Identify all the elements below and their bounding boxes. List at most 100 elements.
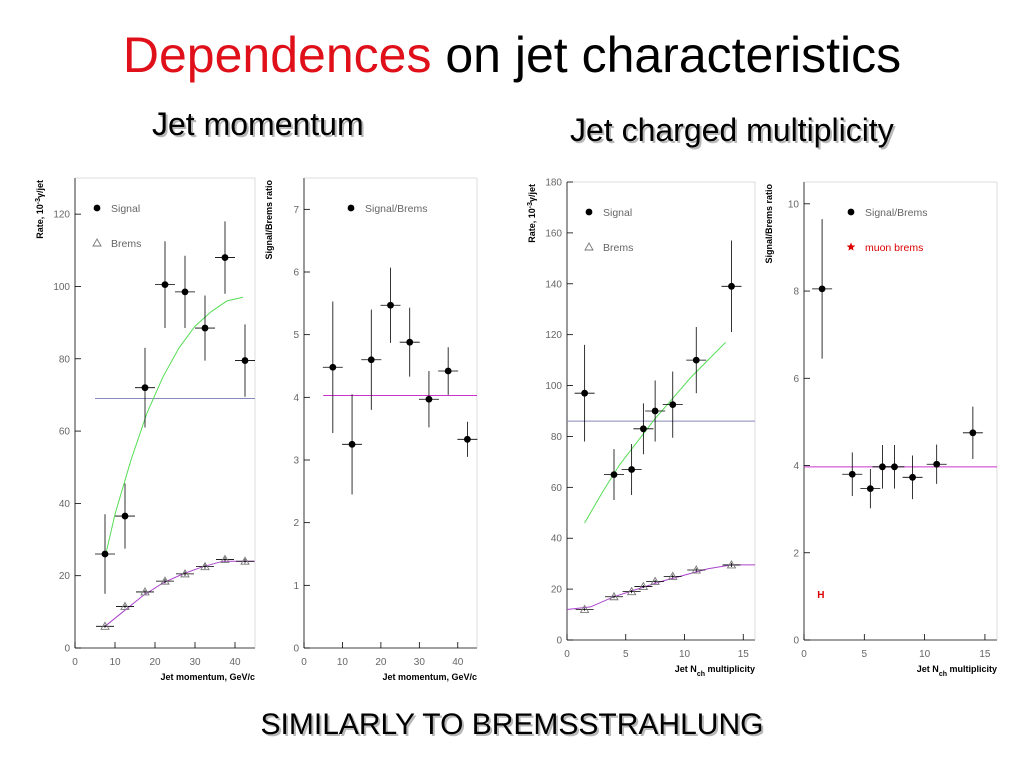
legend-marker bbox=[585, 208, 593, 216]
signal-point bbox=[241, 357, 249, 364]
subtitle-jet-charged-multiplicity: Jet charged multiplicity bbox=[570, 112, 894, 148]
signal-point bbox=[628, 466, 636, 473]
signal-brems-point bbox=[367, 356, 375, 364]
signal-point bbox=[161, 281, 169, 289]
y-tick-label: 5 bbox=[293, 330, 299, 341]
legend-label: Signal bbox=[603, 207, 632, 219]
subtitle-jet-momentum: Jet momentum bbox=[152, 106, 364, 142]
x-axis-label: Jet momentum, GeV/c bbox=[160, 672, 255, 682]
y-tick-label: 120 bbox=[545, 330, 562, 341]
brems-point bbox=[180, 568, 190, 578]
brems-point bbox=[120, 601, 130, 610]
x-tick-label: 0 bbox=[72, 657, 78, 668]
y-tick-label: 20 bbox=[551, 585, 563, 596]
muon-brems-marker: H bbox=[817, 590, 824, 601]
signal-point bbox=[201, 324, 209, 332]
signal-brems-point bbox=[818, 285, 826, 293]
signal-brems-point bbox=[406, 338, 414, 346]
signal-point bbox=[121, 512, 129, 520]
x-tick-label: 10 bbox=[679, 649, 691, 660]
brems-point bbox=[160, 576, 170, 585]
y-tick-label: 20 bbox=[59, 571, 71, 582]
signal-brems-point bbox=[425, 395, 433, 403]
signal-point bbox=[692, 356, 700, 364]
legend-marker bbox=[584, 242, 594, 251]
y-axis-label: Rate, 10-3γ/jet bbox=[35, 180, 46, 239]
signal-point bbox=[221, 254, 229, 261]
y-tick-label: 2 bbox=[793, 548, 799, 559]
chart-rate-vs-multiplicity: 0 20 40 60 80 100 120 140 160 180 0 5 10 15 Rate, 10-3… bbox=[527, 178, 756, 678]
x-tick-label: 30 bbox=[189, 657, 201, 668]
x-tick-label: 0 bbox=[564, 649, 570, 660]
y-tick-label: 60 bbox=[59, 427, 71, 438]
fit-curve-green bbox=[104, 296, 244, 558]
brems-point bbox=[650, 576, 660, 585]
legend-marker bbox=[847, 208, 855, 216]
slide-title: Dependences on jet characteristics bbox=[0, 30, 1024, 80]
signal-point bbox=[669, 401, 677, 409]
signal-point bbox=[101, 550, 109, 558]
x-axis-label: Jet Nch multiplicity bbox=[917, 664, 997, 678]
signal-point bbox=[639, 425, 647, 433]
y-tick-label: 0 bbox=[793, 636, 799, 647]
brems-point bbox=[726, 560, 737, 569]
brems-point bbox=[140, 587, 150, 596]
x-tick-label: 40 bbox=[229, 657, 241, 668]
y-tick-label: 40 bbox=[59, 499, 71, 510]
y-tick-label: 7 bbox=[293, 205, 299, 216]
x-tick-label: 10 bbox=[919, 649, 931, 660]
y-axis-label: Signal/Brems ratio bbox=[264, 180, 274, 260]
signal-brems-point bbox=[969, 429, 977, 437]
y-tick-label: 80 bbox=[59, 354, 71, 365]
signal-point bbox=[610, 471, 618, 479]
legend-label: Signal/Brems bbox=[365, 203, 427, 215]
y-tick-label: 0 bbox=[293, 644, 299, 655]
y-tick-label: 4 bbox=[793, 461, 799, 472]
y-tick-label: 140 bbox=[545, 279, 562, 290]
x-tick-label: 0 bbox=[801, 649, 807, 660]
x-tick-label: 0 bbox=[301, 657, 307, 668]
y-tick-label: 100 bbox=[53, 282, 70, 293]
brems-point bbox=[200, 561, 210, 571]
y-tick-label: 4 bbox=[293, 393, 299, 404]
brems-point bbox=[100, 621, 110, 630]
y-tick-label: 6 bbox=[293, 268, 299, 279]
y-tick-label: 6 bbox=[793, 374, 799, 385]
y-tick-label: 0 bbox=[64, 644, 70, 655]
title-highlight: Dependences bbox=[122, 27, 432, 83]
y-tick-label: 120 bbox=[53, 210, 70, 221]
brems-point bbox=[609, 591, 619, 601]
brems-point bbox=[638, 581, 649, 591]
signal-point bbox=[141, 384, 149, 392]
signal-point bbox=[181, 288, 189, 296]
y-tick-label: 3 bbox=[293, 456, 299, 467]
x-tick-label: 10 bbox=[337, 657, 349, 668]
title-rest: on jet characteristics bbox=[431, 27, 902, 83]
signal-brems-point bbox=[463, 435, 471, 443]
signal-point bbox=[651, 407, 659, 415]
y-tick-label: 180 bbox=[545, 178, 562, 189]
y-tick-label: 10 bbox=[788, 199, 800, 210]
legend-marker bbox=[93, 204, 101, 212]
x-tick-label: 30 bbox=[414, 657, 426, 668]
signal-brems-point bbox=[879, 463, 886, 471]
fit-curve-purple bbox=[104, 560, 255, 627]
x-tick-label: 20 bbox=[375, 657, 387, 668]
signal-brems-point bbox=[329, 363, 337, 371]
y-tick-label: 2 bbox=[293, 518, 299, 529]
signal-brems-point bbox=[387, 301, 394, 309]
chart-ratio-vs-momentum: 0 1 2 3 4 5 6 7 0 10 20 30 40 Signal/Brems ratio Jet m… bbox=[264, 177, 478, 682]
x-tick-label: 15 bbox=[979, 649, 991, 660]
legend-marker bbox=[846, 242, 856, 251]
y-tick-label: 40 bbox=[551, 534, 563, 545]
y-tick-label: 100 bbox=[545, 381, 562, 392]
signal-brems-point bbox=[348, 440, 356, 448]
chart-rate-vs-momentum: 0 20 40 60 80 100 120 0 10 20 30 40 Rate, 10-3γ/jet J… bbox=[35, 177, 256, 682]
footer-caption: SIMILARLY TO BREMSSTRAHLUNG bbox=[260, 708, 764, 741]
y-tick-label: 8 bbox=[793, 287, 799, 298]
signal-brems-point bbox=[909, 473, 916, 481]
signal-point bbox=[728, 282, 735, 290]
y-axis-label: Signal/Brems ratio bbox=[764, 184, 774, 264]
legend-label: Brems bbox=[603, 242, 633, 254]
signal-brems-point bbox=[444, 367, 452, 375]
